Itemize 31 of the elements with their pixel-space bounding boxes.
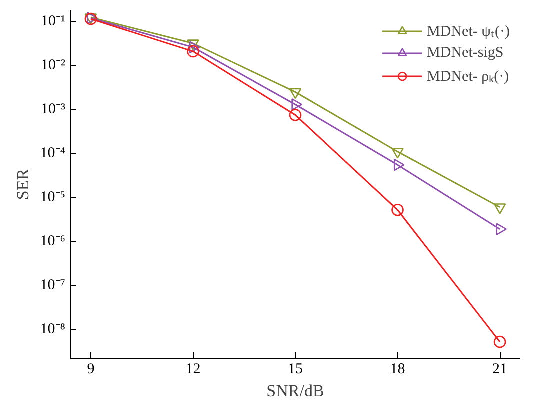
x-tick-label: 12	[186, 362, 201, 378]
x-tick-label: 15	[288, 362, 303, 378]
point	[494, 204, 506, 214]
y-tick-label: 10⁻⁵	[40, 190, 66, 206]
point	[496, 223, 508, 236]
y-tick-label: 10⁻⁴	[40, 146, 66, 162]
y-tick-label: 10⁻⁶	[40, 234, 66, 250]
point	[494, 336, 506, 348]
point	[187, 40, 200, 50]
point	[292, 98, 302, 111]
point	[394, 158, 405, 172]
legend-label: MDNet- ρₖ(·)	[427, 68, 510, 86]
legend-label: MDNet-sigS	[427, 44, 504, 62]
x-axis-title: SNR/dB	[266, 382, 324, 400]
y-tick-label: 10⁻⁸	[40, 322, 66, 338]
point	[392, 204, 404, 216]
point	[289, 88, 302, 100]
point	[187, 45, 200, 58]
y-tick-label: 10⁻¹	[41, 14, 66, 30]
point	[392, 148, 404, 159]
point	[289, 109, 302, 122]
y-tick-label: 10⁻³	[41, 102, 66, 118]
y-tick-label: 10⁻⁷	[40, 278, 66, 294]
legend-label: MDNet- ψₜ(·)	[427, 23, 510, 41]
x-tick-label: 9	[87, 362, 95, 378]
point	[87, 12, 98, 24]
y-tick-label: 10⁻²	[41, 58, 66, 74]
point	[189, 41, 200, 54]
x-tick-label: 18	[390, 362, 406, 378]
y-axis-title: SER	[13, 168, 32, 200]
x-tick-label: 21	[492, 362, 508, 378]
